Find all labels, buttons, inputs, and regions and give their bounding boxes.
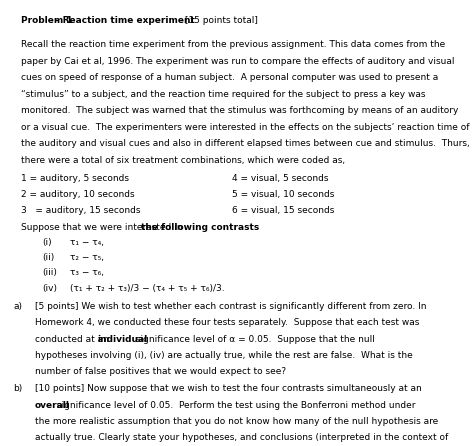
Text: significance level of α = 0.05.  Suppose that the null: significance level of α = 0.05. Suppose …: [133, 334, 375, 343]
Text: hypotheses involving (i), (iv) are actually true, while the rest are false.  Wha: hypotheses involving (i), (iv) are actua…: [35, 351, 412, 359]
Text: conducted at an: conducted at an: [35, 334, 111, 343]
Text: actually true. Clearly state your hypotheses, and conclusions (interpreted in th: actually true. Clearly state your hypoth…: [35, 433, 448, 442]
Text: paper by Cai et al, 1996. The experiment was run to compare the effects of audit: paper by Cai et al, 1996. The experiment…: [21, 57, 455, 66]
Text: [10 points] Now suppose that we wish to test the four contrasts simultaneously a: [10 points] Now suppose that we wish to …: [35, 384, 421, 393]
Text: τ₃ − τ₆,: τ₃ − τ₆,: [70, 268, 104, 277]
Text: number of false positives that we would expect to see?: number of false positives that we would …: [35, 367, 286, 376]
Text: (iv): (iv): [43, 284, 58, 293]
Text: 3   = auditory, 15 seconds: 3 = auditory, 15 seconds: [21, 206, 141, 215]
Text: the following contrasts: the following contrasts: [141, 223, 259, 232]
Text: :: :: [234, 223, 237, 232]
Text: [5 points] We wish to test whether each contrast is significantly different from: [5 points] We wish to test whether each …: [35, 302, 426, 311]
Text: (i): (i): [43, 238, 52, 247]
Text: b): b): [13, 384, 23, 393]
Text: Suppose that we were interested in: Suppose that we were interested in: [21, 223, 186, 232]
Text: 2 = auditory, 10 seconds: 2 = auditory, 10 seconds: [21, 190, 135, 199]
Text: 1 = auditory, 5 seconds: 1 = auditory, 5 seconds: [21, 174, 129, 183]
Text: or a visual cue.  The experimenters were interested in the effects on the subjec: or a visual cue. The experimenters were …: [21, 123, 470, 132]
Text: (ii): (ii): [43, 253, 55, 262]
Text: 6 = visual, 15 seconds: 6 = visual, 15 seconds: [232, 206, 335, 215]
Text: Problem 1: Problem 1: [21, 16, 76, 25]
Text: τ₂ − τ₅,: τ₂ − τ₅,: [70, 253, 104, 262]
Text: monitored.  The subject was warned that the stimulus was forthcoming by means of: monitored. The subject was warned that t…: [21, 106, 459, 115]
Text: significance level of 0.05.  Perform the test using the Bonferroni method under: significance level of 0.05. Perform the …: [54, 401, 416, 409]
Text: individual: individual: [97, 334, 147, 343]
Text: Homework 4, we conducted these four tests separately.  Suppose that each test wa: Homework 4, we conducted these four test…: [35, 318, 419, 327]
Text: there were a total of six treatment combinations, which were coded as,: there were a total of six treatment comb…: [21, 156, 346, 165]
Text: (τ₁ + τ₂ + τ₃)/3 − (τ₄ + τ₅ + τ₆)/3.: (τ₁ + τ₂ + τ₃)/3 − (τ₄ + τ₅ + τ₆)/3.: [70, 284, 225, 293]
Text: Recall the reaction time experiment from the previous assignment. This data come: Recall the reaction time experiment from…: [21, 40, 446, 49]
Text: a): a): [13, 302, 22, 311]
Text: – Reaction time experiment: – Reaction time experiment: [55, 16, 195, 25]
Text: τ₁ − τ₄,: τ₁ − τ₄,: [70, 238, 104, 247]
Text: [15 points total]: [15 points total]: [182, 16, 258, 25]
Text: the auditory and visual cues and also in different elapsed times between cue and: the auditory and visual cues and also in…: [21, 139, 470, 148]
Text: 5 = visual, 10 seconds: 5 = visual, 10 seconds: [232, 190, 335, 199]
Text: 4 = visual, 5 seconds: 4 = visual, 5 seconds: [232, 174, 329, 183]
Text: overall: overall: [35, 401, 70, 409]
Text: “stimulus” to a subject, and the reaction time required for the subject to press: “stimulus” to a subject, and the reactio…: [21, 90, 426, 99]
Text: cues on speed of response of a human subject.  A personal computer was used to p: cues on speed of response of a human sub…: [21, 73, 438, 82]
Text: (iii): (iii): [43, 268, 57, 277]
Text: the more realistic assumption that you do not know how many of the null hypothes: the more realistic assumption that you d…: [35, 417, 438, 425]
